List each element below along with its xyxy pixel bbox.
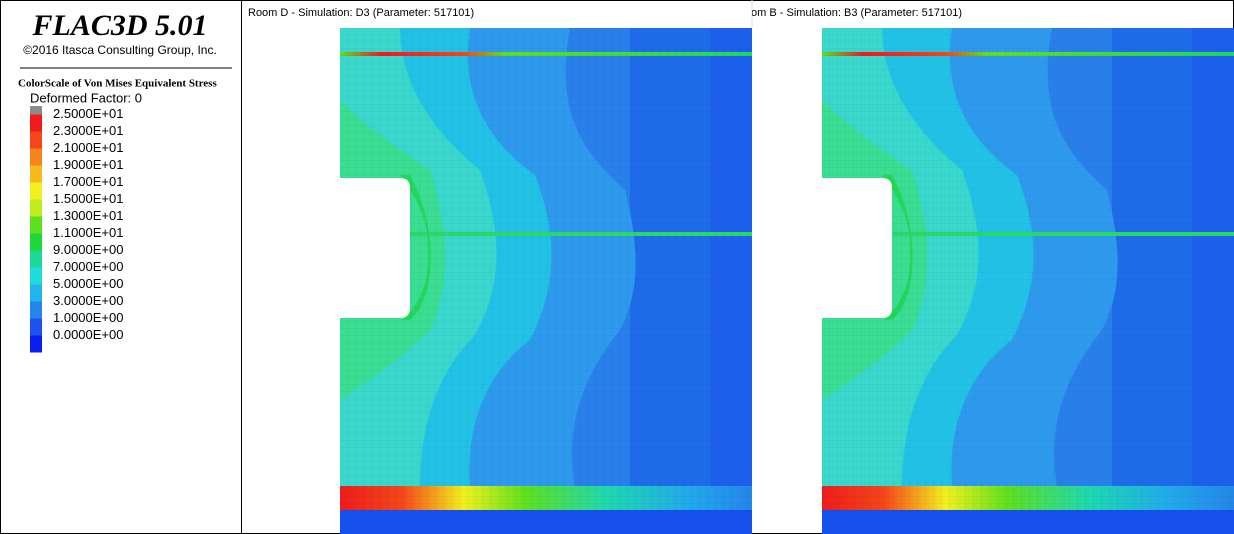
legend-swatch — [30, 335, 42, 353]
legend-title: ColorScale of Von Mises Equivalent Stres… — [18, 78, 217, 90]
legend-label: 3.0000E+00 — [53, 293, 123, 308]
copyright: ©2016 Itasca Consulting Group, Inc. — [23, 43, 217, 57]
legend-swatch — [30, 216, 42, 234]
contour-plot — [822, 28, 1234, 534]
legend-swatch — [30, 106, 42, 115]
legend-label: 2.5000E+01 — [53, 106, 123, 121]
legend-swatch — [30, 284, 42, 302]
legend-label: 9.0000E+00 — [53, 242, 123, 257]
legend-label: 1.0000E+00 — [53, 310, 123, 325]
legend-label: 0.0000E+00 — [53, 327, 123, 342]
app-title: FLAC3D 5.01 — [31, 9, 207, 42]
legend-label: 1.7000E+01 — [53, 174, 123, 189]
panel: Room D - Simulation: D3 (Parameter: 5171… — [248, 7, 752, 534]
legend-swatch — [30, 165, 42, 183]
legend-label: 1.9000E+01 — [53, 157, 123, 172]
legend-swatch — [30, 301, 42, 319]
contour-plot — [340, 28, 752, 534]
legend-label: 1.5000E+01 — [53, 191, 123, 206]
panel-title: Room D - Simulation: D3 (Parameter: 5171… — [248, 7, 474, 19]
legend-label: 2.3000E+01 — [53, 123, 123, 138]
legend-swatch — [30, 148, 42, 166]
legend-swatch — [30, 250, 42, 268]
panel: Room B - Simulation: B3 (Parameter: 5171… — [737, 0, 1234, 534]
legend-label: 1.1000E+01 — [53, 225, 123, 240]
legend-label: 5.0000E+00 — [53, 276, 123, 291]
legend-swatch — [30, 114, 42, 132]
legend-swatch — [30, 199, 42, 217]
legend-swatch — [30, 131, 42, 149]
legend-label: 7.0000E+00 — [53, 259, 123, 274]
panel-title: Room B - Simulation: B3 (Parameter: 5171… — [737, 7, 962, 19]
legend-label: 1.3000E+01 — [53, 208, 123, 223]
legend-subtitle: Deformed Factor: 0 — [30, 90, 142, 105]
legend-swatch — [30, 318, 42, 336]
legend-swatch — [30, 267, 42, 285]
legend-swatch — [30, 233, 42, 251]
legend: 2.5000E+01 2.3000E+01 2.1000E+01 1.9000E+01… — [30, 106, 123, 353]
legend-swatch — [30, 182, 42, 200]
legend-label: 2.1000E+01 — [53, 140, 123, 155]
